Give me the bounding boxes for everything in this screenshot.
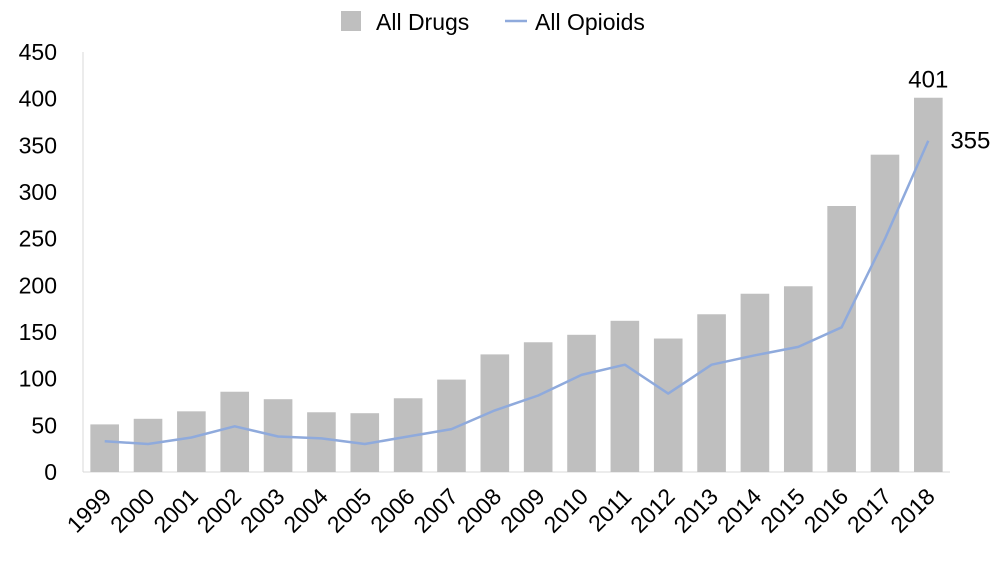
bar-all-drugs-2017 [870,154,900,472]
x-tick-label: 2017 [842,483,897,538]
x-tick-label: 2013 [669,483,724,538]
bar-all-drugs-1999 [90,424,119,472]
y-tick-label: 300 [19,179,57,205]
y-tick-label: 400 [19,86,57,112]
x-tick-label: 2005 [322,483,377,538]
x-tick-label: 2016 [799,483,854,538]
bar-all-drugs-2015 [783,286,813,472]
bar-all-drugs-2010 [567,334,596,472]
x-tick-label: 2009 [495,483,550,538]
bar-all-drugs-2004 [307,412,336,472]
x-tick-label: 2015 [755,483,810,538]
x-tick-label: 2014 [712,483,767,538]
x-tick-label: 2002 [192,483,247,538]
x-tick-label: 2010 [538,483,593,538]
y-tick-labels: 0 50 100 150 200 250 300 350 400 450 [19,39,57,485]
y-tick-label: 0 [44,459,57,485]
x-tick-label: 2001 [148,483,203,538]
bar-all-drugs-2014 [740,293,770,472]
bar-all-drugs-2012 [653,338,683,472]
y-tick-label: 100 [19,366,57,392]
bar-all-drugs-2008 [480,354,510,472]
x-tick-label: 2004 [278,483,333,538]
bars [90,97,943,472]
opioids-line-series [104,140,930,446]
y-tick-label: 450 [19,39,57,65]
bar-all-drugs-2002 [220,391,250,472]
x-tick-label: 2003 [235,483,290,538]
x-tick-labels: 1999200020012002200320042005200620072008… [62,483,940,538]
x-tick-label: 2006 [365,483,420,538]
y-tick-label: 350 [19,132,57,158]
legend: All Drugs All Opioids [341,9,645,35]
x-tick-label: 2008 [452,483,507,538]
line-all-opioids [104,140,930,446]
y-tick-label: 50 [31,412,57,438]
bar-all-drugs-2001 [177,411,206,472]
x-tick-label: 2007 [408,483,463,538]
data-labels: 401 355 [908,67,990,155]
y-tick-label: 150 [19,319,57,345]
legend-label-all-drugs: All Drugs [376,9,469,35]
x-tick-label: 2000 [105,483,160,538]
bar-all-drugs-2011 [610,320,640,472]
data-label-all-opioids: 355 [950,128,990,155]
x-tick-label: 2018 [885,483,940,538]
bar-all-drugs-2009 [523,342,553,472]
bar-all-drugs-2000 [133,418,163,472]
y-tick-label: 250 [19,226,57,252]
bar-all-drugs-2018 [914,97,943,472]
y-tick-label: 200 [19,272,57,298]
bar-all-drugs-2016 [827,206,856,472]
data-label-all-drugs: 401 [908,67,948,94]
bar-all-drugs-2013 [697,314,726,472]
x-tick-label: 1999 [62,483,117,538]
legend-label-all-opioids: All Opioids [535,9,645,35]
x-tick-label: 2012 [625,483,680,538]
x-tick-label: 2011 [583,483,636,536]
legend-swatch-all-drugs [341,11,361,31]
